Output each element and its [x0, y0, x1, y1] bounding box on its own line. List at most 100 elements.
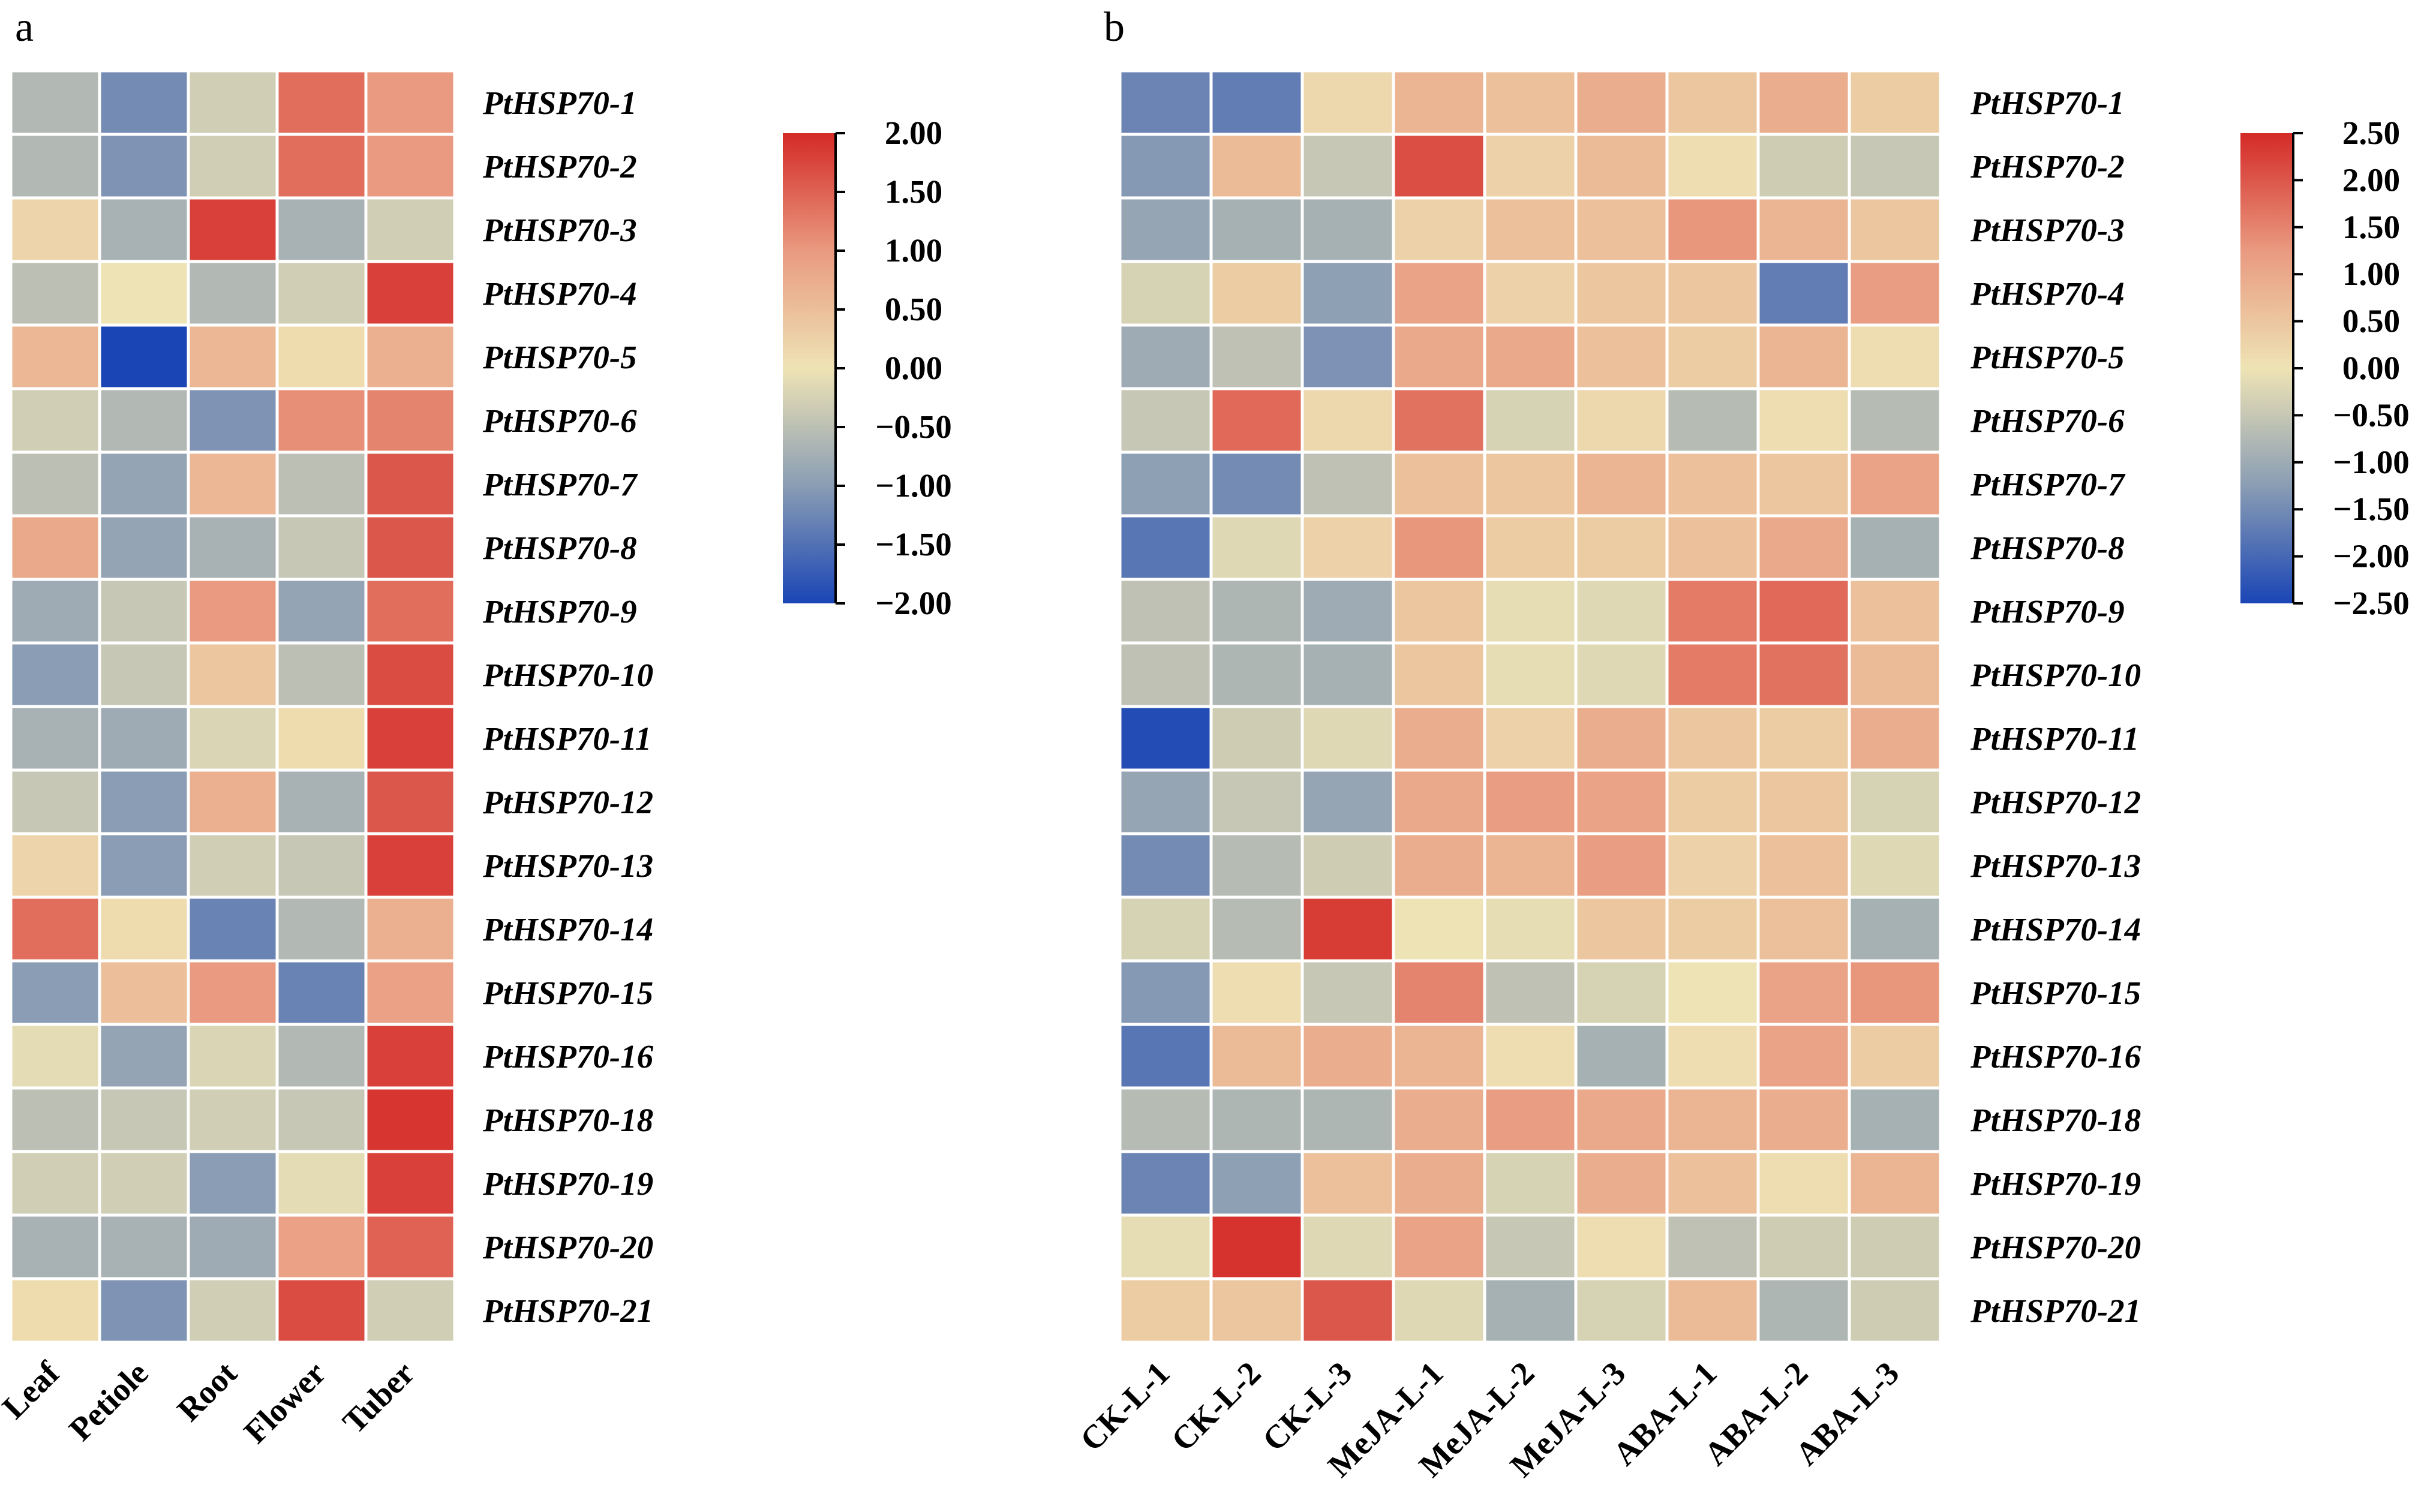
- heatmap-cell: [364, 133, 456, 200]
- heatmap-cell: [1118, 641, 1213, 708]
- heatmap-cell: [1118, 196, 1213, 263]
- heatmap-cell: [1848, 514, 1942, 581]
- heatmap-cell: [364, 1150, 456, 1217]
- heatmap-cell: [9, 514, 101, 581]
- heatmap-cell: [1756, 450, 1851, 518]
- heatmap-cell: [98, 578, 190, 645]
- heatmap-cell: [1483, 1150, 1578, 1217]
- heatmap-cell: [1848, 1023, 1942, 1090]
- heatmap-cell: [187, 260, 279, 327]
- heatmap-cell: [1756, 387, 1851, 454]
- heatmap-cell: [1392, 260, 1486, 327]
- heatmap-cell: [364, 1023, 456, 1090]
- heatmap-cell: [1574, 196, 1669, 263]
- heatmap-cell: [1118, 69, 1213, 136]
- colorbar-tick-label: −2.00: [2333, 538, 2409, 575]
- heatmap-cell: [1756, 895, 1851, 963]
- heatmap-cell: [9, 578, 101, 645]
- heatmap-cell: [1848, 641, 1942, 708]
- heatmap-cell: [1300, 641, 1395, 708]
- colorbar-tick-label: 1.50: [885, 173, 942, 210]
- row-label: PtHSP70-10: [482, 657, 653, 693]
- row-label: PtHSP70-6: [1970, 402, 2125, 439]
- heatmap-cell: [1665, 768, 1760, 835]
- heatmap-cell: [9, 323, 101, 390]
- heatmap-cell: [1665, 387, 1760, 454]
- heatmap-cell: [1848, 1277, 1942, 1344]
- heatmap-cell: [275, 1213, 368, 1280]
- heatmap-cell: [1300, 196, 1395, 263]
- heatmap-cell: [1574, 832, 1669, 899]
- colorbar-tick-label: 2.00: [2342, 161, 2400, 198]
- heatmap-cell: [1118, 768, 1213, 835]
- heatmap-cell: [187, 895, 279, 963]
- heatmap-cell: [1300, 578, 1395, 645]
- heatmap-cell: [275, 1086, 368, 1153]
- heatmap-cell: [98, 260, 190, 327]
- heatmap-cell: [275, 705, 368, 772]
- row-label: PtHSP70-21: [1970, 1292, 2141, 1329]
- row-label: PtHSP70-7: [482, 466, 638, 503]
- heatmap-cell: [364, 69, 456, 136]
- heatmap-cell: [1574, 1150, 1669, 1217]
- heatmap-cell: [1300, 832, 1395, 899]
- heatmap-cell: [275, 387, 368, 454]
- heatmap-cell: [9, 832, 101, 899]
- heatmap-cell: [275, 959, 368, 1026]
- heatmap-cell: [1574, 768, 1669, 835]
- heatmap-cell: [187, 1213, 279, 1280]
- heatmap-cell: [1665, 705, 1760, 772]
- heatmap-cell: [1392, 133, 1486, 200]
- heatmap-cell: [1392, 578, 1486, 645]
- heatmap-cell: [1665, 69, 1760, 136]
- heatmap-cell: [9, 641, 101, 708]
- row-label: PtHSP70-8: [1970, 530, 2125, 566]
- heatmap-cell: [1665, 514, 1760, 581]
- heatmap-cell: [1483, 641, 1578, 708]
- heatmap-cell: [1483, 1277, 1578, 1344]
- row-label: PtHSP70-16: [482, 1038, 654, 1075]
- heatmap-cell: [1483, 323, 1578, 390]
- heatmap-cell: [1665, 1213, 1760, 1280]
- heatmap-cell: [1209, 895, 1304, 963]
- heatmap-cell: [1483, 1086, 1578, 1153]
- heatmap-cell: [187, 323, 279, 390]
- heatmap-cell: [1209, 514, 1304, 581]
- colorbar-tick-label: 0.50: [2342, 303, 2400, 339]
- row-labels-a: PtHSP70-1 PtHSP70-2 PtHSP70-3 PtHSP70-4 PtHS…: [482, 85, 654, 1329]
- heatmap-cell: [98, 133, 190, 200]
- heatmap-cell: [1848, 387, 1942, 454]
- colorbar-tick-label: −0.50: [875, 408, 952, 445]
- heatmap-cell: [275, 133, 368, 200]
- heatmap-cell: [1300, 1086, 1395, 1153]
- heatmap-cell: [275, 832, 368, 899]
- column-label: Leaf: [0, 1354, 67, 1426]
- heatmap-cell: [98, 959, 190, 1026]
- row-label: PtHSP70-11: [1970, 720, 2139, 757]
- heatmap-cell: [9, 895, 101, 963]
- heatmap-cell: [1392, 196, 1486, 263]
- heatmap-cell: [9, 387, 101, 454]
- heatmap-cell: [98, 69, 190, 136]
- heatmap-cell: [1118, 323, 1213, 390]
- row-label: PtHSP70-6: [482, 402, 637, 439]
- heatmap-cell: [1756, 1277, 1851, 1344]
- heatmap-cell: [364, 450, 456, 518]
- heatmap-cell: [1300, 450, 1395, 518]
- row-label: PtHSP70-18: [482, 1102, 653, 1138]
- row-label: PtHSP70-9: [482, 593, 637, 630]
- row-label: PtHSP70-3: [1970, 212, 2125, 248]
- heatmap-cell: [1392, 514, 1486, 581]
- heatmap-cell: [1392, 1023, 1486, 1090]
- row-label: PtHSP70-13: [1970, 847, 2141, 884]
- colorbar-tick-label: −1.50: [875, 526, 952, 563]
- row-label: PtHSP70-1: [1970, 85, 2125, 121]
- heatmap-cell: [1665, 450, 1760, 518]
- heatmap-cell: [1392, 450, 1486, 518]
- colorbar-tick-label: 0.00: [885, 350, 942, 386]
- heatmap-cell: [98, 1150, 190, 1217]
- heatmap-cell: [1300, 69, 1395, 136]
- heatmap-cell: [1209, 323, 1304, 390]
- heatmap-cell: [9, 959, 101, 1026]
